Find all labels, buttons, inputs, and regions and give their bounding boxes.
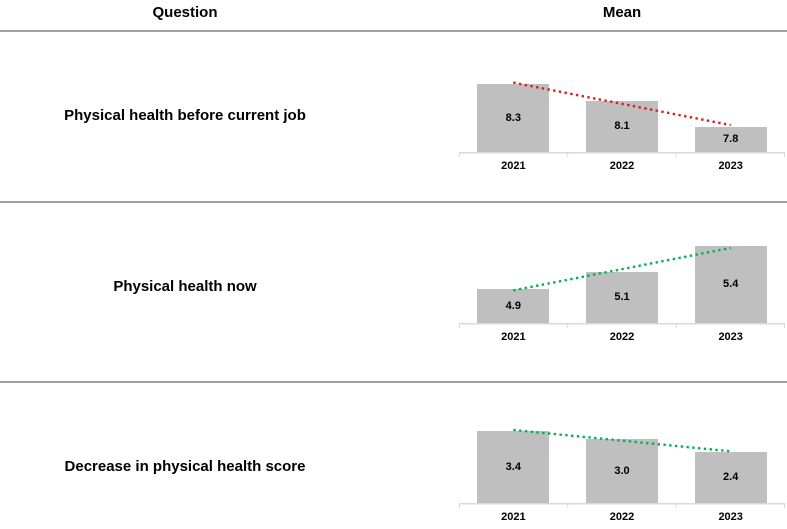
bar: 2.4: [694, 452, 767, 503]
bar: 8.1: [586, 101, 658, 152]
bar-value-label: 4.9: [505, 299, 521, 312]
plot-area: 8.3 8.1 7.8: [459, 67, 785, 152]
bar-value-label: 8.3: [505, 111, 521, 124]
question-label: Physical health now: [113, 278, 257, 295]
mean-cell: 3.4 3.0 2.4: [370, 383, 787, 529]
bar-category: 8.3: [459, 67, 568, 152]
x-axis: [459, 152, 785, 157]
bar-value-label: 7.8: [723, 133, 739, 145]
question-label: Physical health before current job: [64, 107, 306, 124]
table-body: Physical health before current job 8.3 8…: [0, 32, 787, 529]
bar: 4.9: [477, 289, 550, 323]
column-header-question: Question: [152, 4, 218, 21]
x-axis-tick-label: 2023: [718, 160, 743, 172]
table-row: Physical health before current job 8.3 8…: [0, 32, 787, 203]
bar-category: 5.4: [676, 238, 785, 323]
x-axis-tick-label: 2021: [501, 160, 526, 172]
x-axis-tick-label: 2022: [609, 511, 635, 523]
bar-value-label: 3.0: [614, 464, 630, 477]
bar-chart: 8.3 8.1 7.8: [459, 32, 785, 172]
bar: 5.1: [586, 272, 658, 323]
x-axis-labels: 2021 2022 2023: [459, 160, 785, 172]
question-cell: Decrease in physical health score: [0, 383, 370, 529]
table-row: Decrease in physical health score 3.4 3.…: [0, 383, 787, 529]
plot-area: 4.9 5.1 5.4: [459, 238, 785, 323]
x-axis-tick-label: 2023: [718, 511, 743, 523]
bar-value-label: 8.1: [614, 120, 630, 132]
column-header-mean: Mean: [602, 4, 642, 21]
bar-category: 3.0: [568, 418, 677, 503]
x-axis: [459, 503, 785, 508]
mean-cell: 4.9 5.1 5.4: [370, 203, 787, 381]
question-cell: Physical health before current job: [0, 32, 370, 201]
bar-category: 5.1: [568, 238, 677, 323]
bar-value-label: 3.4: [505, 460, 521, 473]
x-axis-tick-label: 2021: [501, 331, 526, 343]
x-axis-tick-label: 2021: [501, 511, 526, 523]
bar-chart: 4.9 5.1 5.4: [459, 203, 785, 343]
x-axis-labels: 2021 2022 2023: [459, 511, 785, 523]
bar: 5.4: [694, 246, 767, 323]
bar: 3.0: [586, 439, 658, 503]
x-axis-tick-label: 2022: [609, 160, 635, 172]
bar: 7.8: [694, 127, 767, 152]
bar-category: 8.1: [568, 67, 677, 152]
table-row: Physical health now 4.9 5.1: [0, 203, 787, 383]
mean-cell: 8.3 8.1 7.8: [370, 32, 787, 201]
bar: 3.4: [477, 431, 550, 503]
x-axis-tick-label: 2023: [718, 331, 743, 343]
bar: 8.3: [477, 84, 550, 152]
bar-category: 3.4: [459, 418, 568, 503]
bar-chart: 3.4 3.0 2.4: [459, 383, 785, 523]
table-header: Question Mean: [0, 0, 787, 32]
x-axis-tick-label: 2022: [609, 331, 635, 343]
x-axis-labels: 2021 2022 2023: [459, 331, 785, 343]
plot-area: 3.4 3.0 2.4: [459, 418, 785, 503]
question-label: Decrease in physical health score: [64, 458, 306, 475]
x-axis: [459, 323, 785, 328]
bar-category: 2.4: [676, 418, 785, 503]
bar-value-label: 2.4: [723, 471, 739, 483]
bar-value-label: 5.4: [723, 278, 739, 290]
question-cell: Physical health now: [0, 203, 370, 381]
bar-category: 4.9: [459, 238, 568, 323]
bar-category: 7.8: [676, 67, 785, 152]
bar-value-label: 5.1: [614, 291, 630, 303]
